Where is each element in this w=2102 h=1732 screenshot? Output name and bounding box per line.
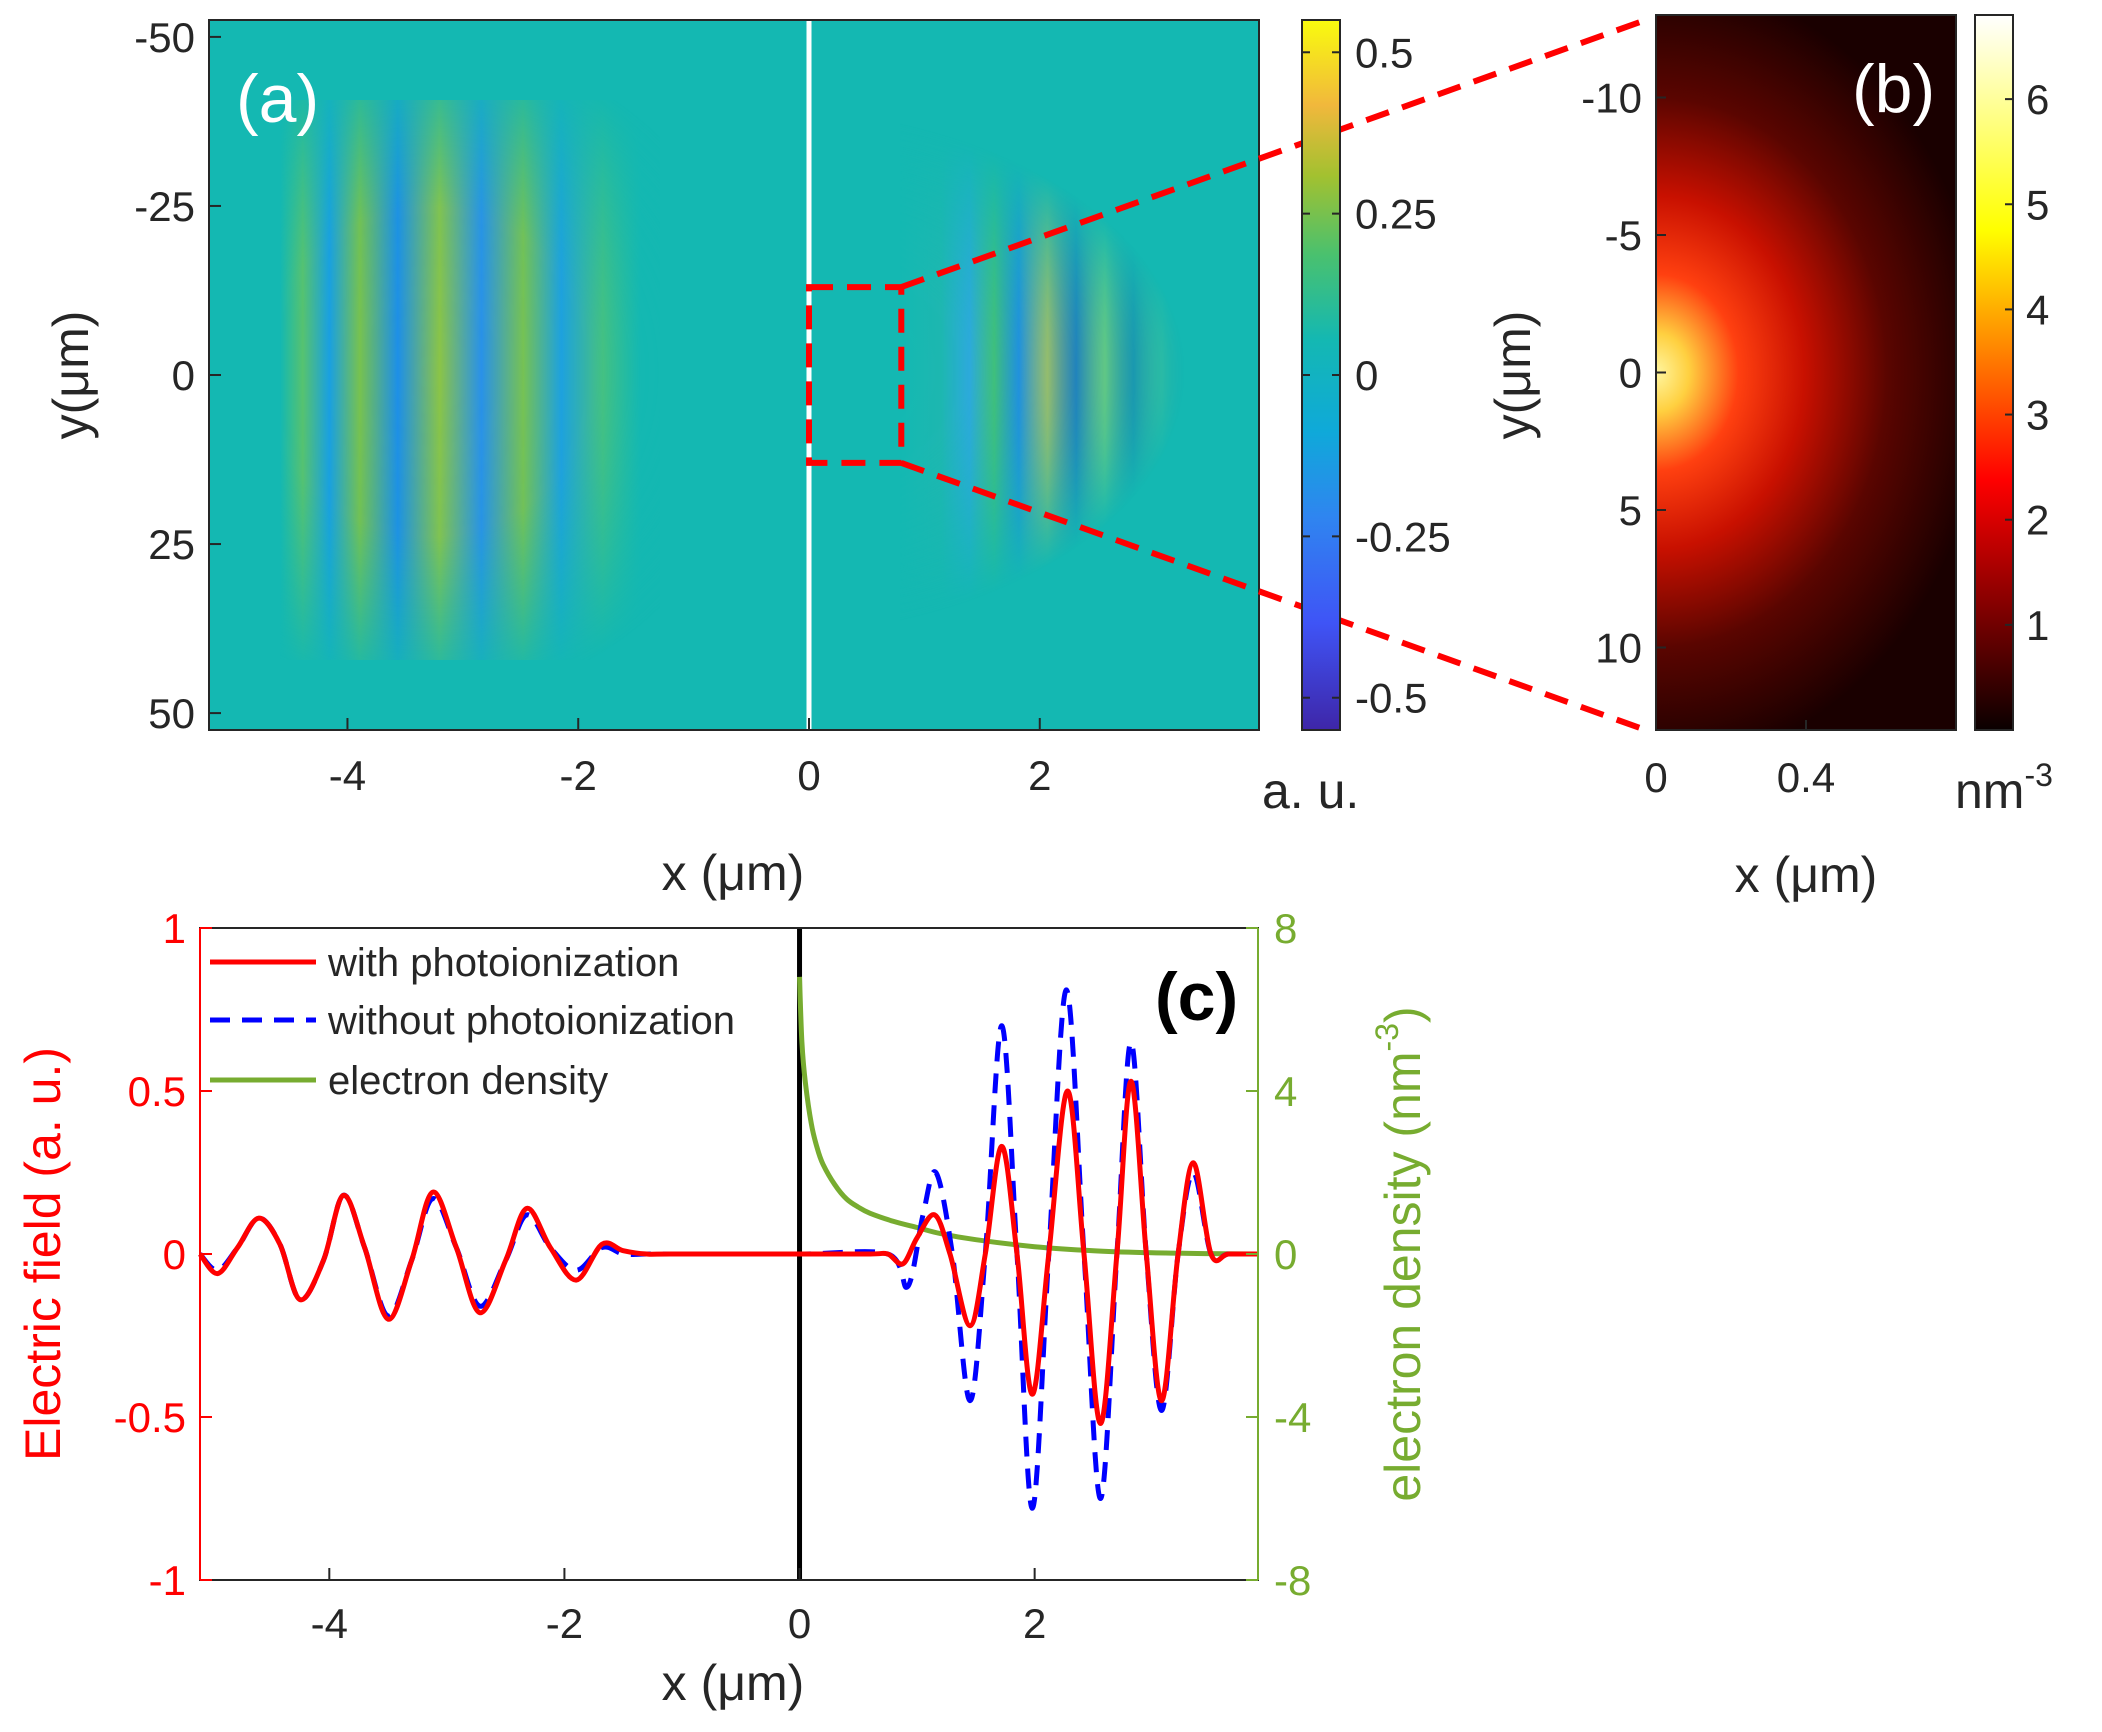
colorbar-b-tick-label: 3: [2026, 392, 2049, 439]
colorbar-a-ticks: 0.5 0.25 0 -0.25 -0.5: [1302, 29, 1451, 722]
panel-c-label: (c): [1155, 959, 1238, 1035]
colorbar-a-tick-label: -0.5: [1355, 675, 1427, 722]
panel-c-left-y-tick-label: 0.5: [128, 1068, 186, 1115]
panel-a-x-tick-label: 2: [1028, 752, 1051, 799]
legend-label-electron-density: electron density: [328, 1059, 608, 1103]
right-pulse-pattern: [900, 40, 1259, 710]
panel-c-left-y-tick-label: 0: [163, 1231, 186, 1278]
colorbar-b-tick-label: 4: [2026, 286, 2049, 333]
colorbar-b-scale: [1974, 14, 2014, 731]
panel-a-y-ticks: -50 -25 0 25 50: [134, 14, 221, 737]
panel-b-label: (b): [1852, 51, 1935, 127]
panel-a-y-tick-label: 25: [148, 521, 195, 568]
panel-c-x-tick-label: -2: [546, 1600, 583, 1647]
panel-c-x-axis-label: x (μm): [662, 1655, 805, 1711]
panel-a-x-tick-label: -2: [560, 752, 597, 799]
panel-b-x-ticks: 0 0.4: [1644, 720, 1835, 801]
panel-c-right-y-ticks: 8 4 0 -4 -8: [1246, 905, 1311, 1604]
series-without-photoionization: [198, 987, 1258, 1511]
colorbar-a-tick-label: 0.5: [1355, 29, 1413, 76]
panel-a-x-axis-label: x (μm): [662, 845, 805, 901]
colorbar-b: 6 5 4 3 2 1 nm-3: [1955, 14, 2053, 819]
panel-b-y-axis-label: y(μm): [1485, 311, 1541, 440]
colorbar-b-ticks: 6 5 4 3 2 1: [2005, 76, 2049, 649]
panel-c-series: [197, 976, 1259, 1511]
panel-c-right-y-tick-label: 8: [1274, 905, 1297, 952]
series-with-photoionization: [197, 1078, 1258, 1426]
panel-a-x-ticks: -4 -2 0 2: [329, 718, 1051, 799]
panel-b-x-tick-label: 0: [1644, 754, 1667, 801]
zoom-connector-top: [900, 19, 1642, 290]
panel-a-y-axis-label: y(μm): [43, 311, 99, 440]
panel-c-left-axis-label: Electric field (a. u.): [15, 1047, 71, 1461]
panel-a-x-tick-label: 0: [797, 752, 820, 799]
panel-c-right-y-tick-label: 4: [1274, 1068, 1297, 1115]
colorbar-a-tick-label: 0: [1355, 352, 1378, 399]
panel-c-right-y-tick-label: 0: [1274, 1231, 1297, 1278]
legend: with photoionization without photoioniza…: [210, 941, 735, 1103]
panel-b-x-tick-label: 0.4: [1777, 754, 1835, 801]
legend-label-without-photoionization: without photoionization: [327, 999, 735, 1043]
panel-b-y-tick-label: -5: [1605, 212, 1642, 259]
panel-c: -4 -2 0 2 1 0.5 0 -0.5 -1 8 4 0 -4 -8 (c) x (μm) El…: [15, 905, 1431, 1711]
panel-c-x-tick-label: -4: [311, 1600, 348, 1647]
panel-c-left-y-tick-label: -0.5: [114, 1394, 186, 1441]
zoom-box: [806, 284, 905, 466]
panel-c-right-y-tick-label: -4: [1274, 1394, 1311, 1441]
colorbar-a: 0.5 0.25 0 -0.25 -0.5 a. u.: [1262, 19, 1451, 819]
panel-b-y-tick-label: 0: [1619, 350, 1642, 397]
panel-c-left-y-tick-label: -1: [149, 1557, 186, 1604]
panel-c-left-y-tick-label: 1: [163, 905, 186, 952]
colorbar-a-unit: a. u.: [1262, 763, 1359, 819]
colorbar-a-tick-label: 0.25: [1355, 191, 1437, 238]
zoom-connector-bottom: [900, 460, 1642, 731]
colorbar-b-tick-label: 6: [2026, 76, 2049, 123]
panel-a-x-tick-label: -4: [329, 752, 366, 799]
panel-c-right-axis-label: electron density (nm-3): [1369, 1006, 1431, 1501]
panel-b-y-tick-label: -10: [1581, 75, 1642, 122]
panel-b-density-pattern: [1656, 15, 1956, 730]
colorbar-b-tick-label: 5: [2026, 181, 2049, 228]
panel-c-x-ticks: -4 -2 0 2: [311, 1568, 1046, 1647]
colorbar-b-tick-label: 2: [2026, 497, 2049, 544]
colorbar-b-unit: nm-3: [1955, 757, 2053, 819]
colorbar-b-tick-label: 1: [2026, 602, 2049, 649]
panel-a-y-tick-label: -25: [134, 183, 195, 230]
panel-c-x-tick-label: 0: [788, 1600, 811, 1647]
panel-c-left-y-ticks: 1 0.5 0 -0.5 -1: [114, 905, 212, 1604]
colorbar-a-tick-label: -0.25: [1355, 513, 1451, 560]
panel-c-x-tick-label: 2: [1023, 1600, 1046, 1647]
panel-b-y-ticks: -10 -5 0 5 10: [1581, 75, 1666, 672]
series-electron-density: [797, 976, 1259, 1257]
legend-label-with-photoionization: with photoionization: [327, 941, 679, 985]
panel-a-label: (a): [236, 61, 319, 137]
panel-a-y-tick-label: 50: [148, 690, 195, 737]
panel-b-x-axis-label: x (μm): [1735, 847, 1878, 903]
panel-c-right-y-tick-label: -8: [1274, 1557, 1311, 1604]
left-pulse-pattern: [280, 100, 660, 660]
panel-b-y-tick-label: 10: [1595, 625, 1642, 672]
panel-a-y-tick-label: 0: [172, 352, 195, 399]
panel-a-y-tick-label: -50: [134, 14, 195, 61]
panel-b-y-tick-label: 5: [1619, 487, 1642, 534]
